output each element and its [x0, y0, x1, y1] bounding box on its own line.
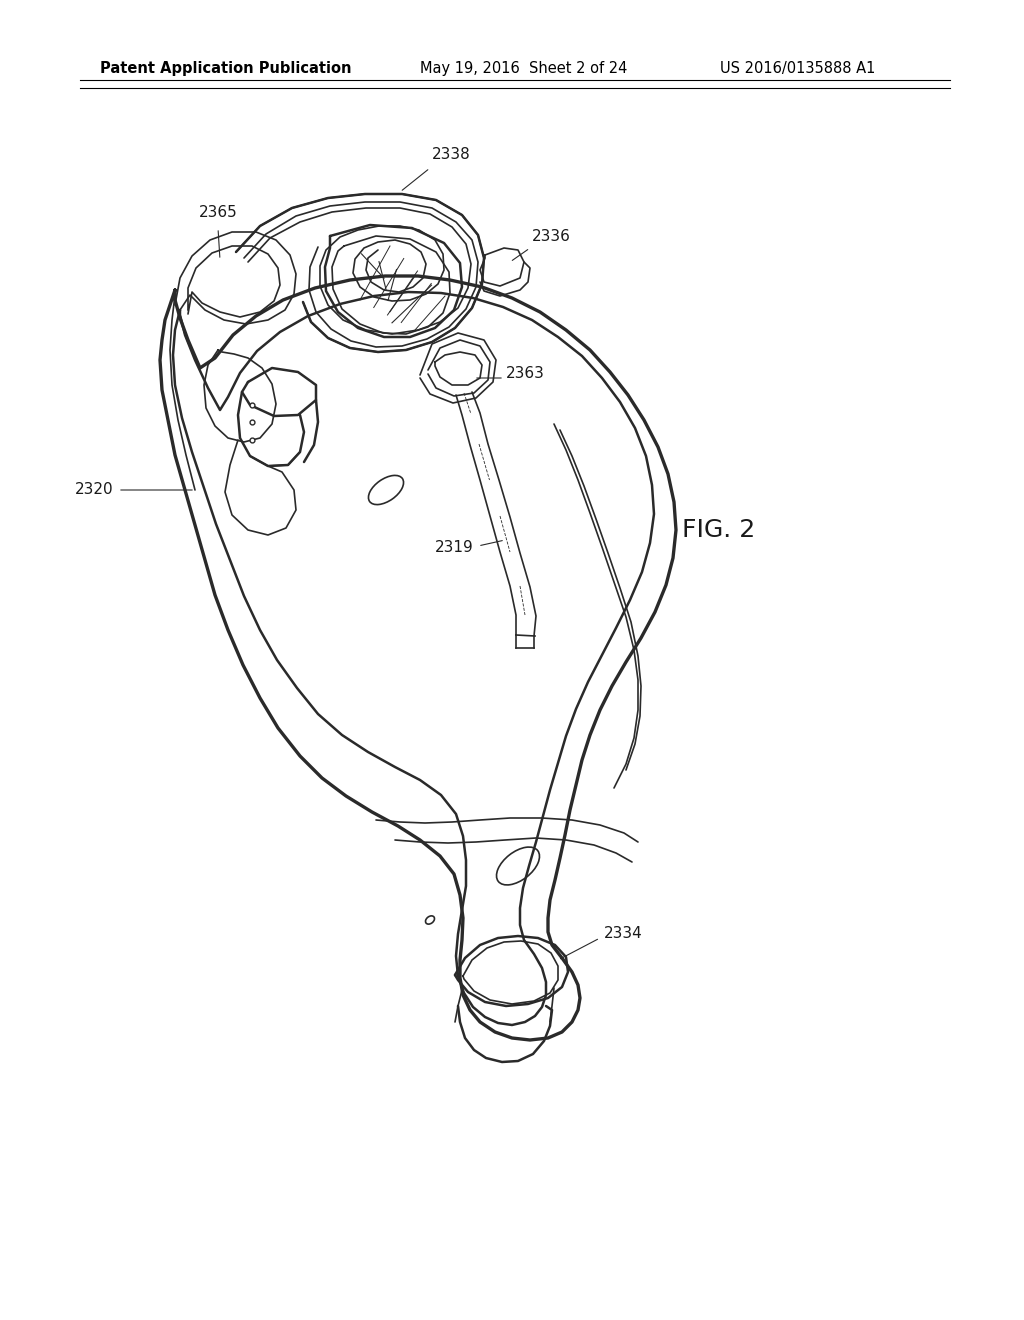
Text: 2338: 2338 — [432, 147, 471, 162]
Text: 2365: 2365 — [199, 205, 238, 220]
Text: US 2016/0135888 A1: US 2016/0135888 A1 — [720, 61, 876, 75]
Text: 2320: 2320 — [76, 483, 114, 498]
Text: May 19, 2016  Sheet 2 of 24: May 19, 2016 Sheet 2 of 24 — [420, 61, 628, 75]
Text: 2319: 2319 — [435, 540, 474, 556]
Text: Patent Application Publication: Patent Application Publication — [100, 61, 351, 75]
Text: 2363: 2363 — [506, 367, 545, 381]
Text: FIG. 2: FIG. 2 — [682, 517, 756, 543]
Text: 2336: 2336 — [532, 228, 570, 244]
Text: 2334: 2334 — [604, 927, 643, 941]
